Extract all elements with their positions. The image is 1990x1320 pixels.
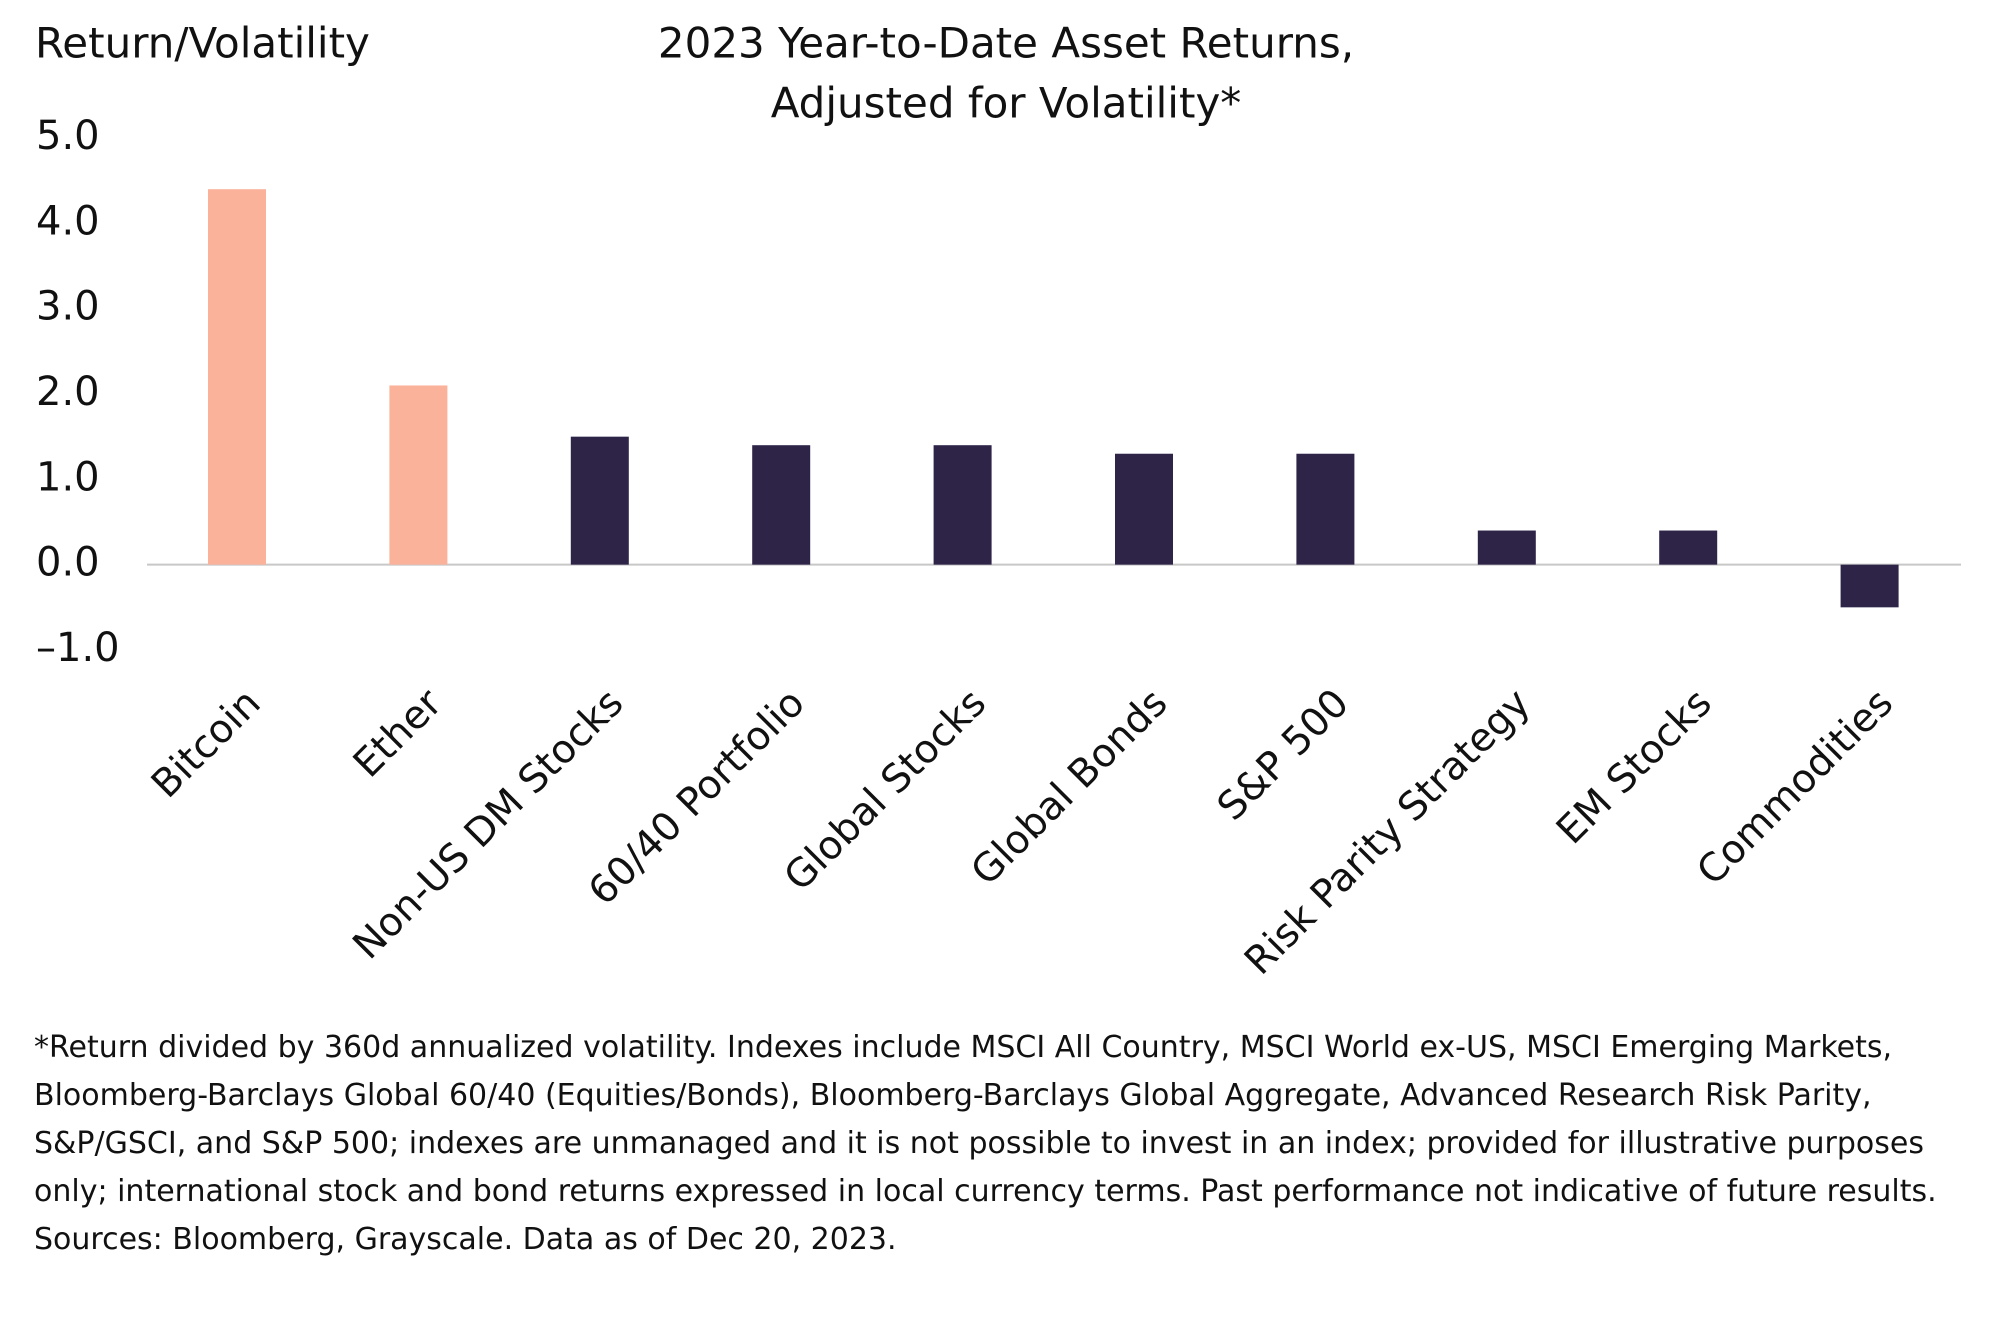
x-tick-label: Ether: [345, 680, 452, 787]
footnote: *Return divided by 360d annualized volat…: [34, 1030, 1937, 1257]
y-tick-label: 2.0: [36, 369, 100, 415]
bar: [1840, 564, 1899, 608]
bar: [389, 385, 448, 565]
x-tick-label: EM Stocks: [1548, 681, 1721, 854]
bar: [1115, 453, 1173, 565]
y-axis-label: Return/Volatility: [35, 19, 370, 68]
x-tick-label: Commodities: [1689, 681, 1903, 895]
y-tick-label: 5.0: [36, 113, 100, 159]
chart: Return/Volatility 2023 Year-to-Date Asse…: [35, 19, 1961, 984]
x-tick-label: S&P 500: [1209, 681, 1358, 830]
chart-title: 2023 Year-to-Date Asset Returns,: [658, 19, 1354, 68]
y-tick-label: –1.0: [36, 625, 120, 671]
bar: [1659, 530, 1718, 565]
bar: [1296, 453, 1355, 565]
bar: [208, 189, 266, 565]
bar: [933, 445, 992, 565]
bar: [1477, 530, 1536, 565]
x-tick-label: Bitcoin: [143, 681, 269, 807]
bar: [752, 445, 811, 565]
y-tick-label: 0.0: [36, 540, 100, 586]
bar: [570, 436, 629, 565]
y-tick-label: 4.0: [36, 198, 100, 244]
y-tick-label: 3.0: [36, 284, 100, 330]
y-tick-label: 1.0: [36, 454, 100, 500]
chart-title: Adjusted for Volatility*: [771, 79, 1242, 128]
